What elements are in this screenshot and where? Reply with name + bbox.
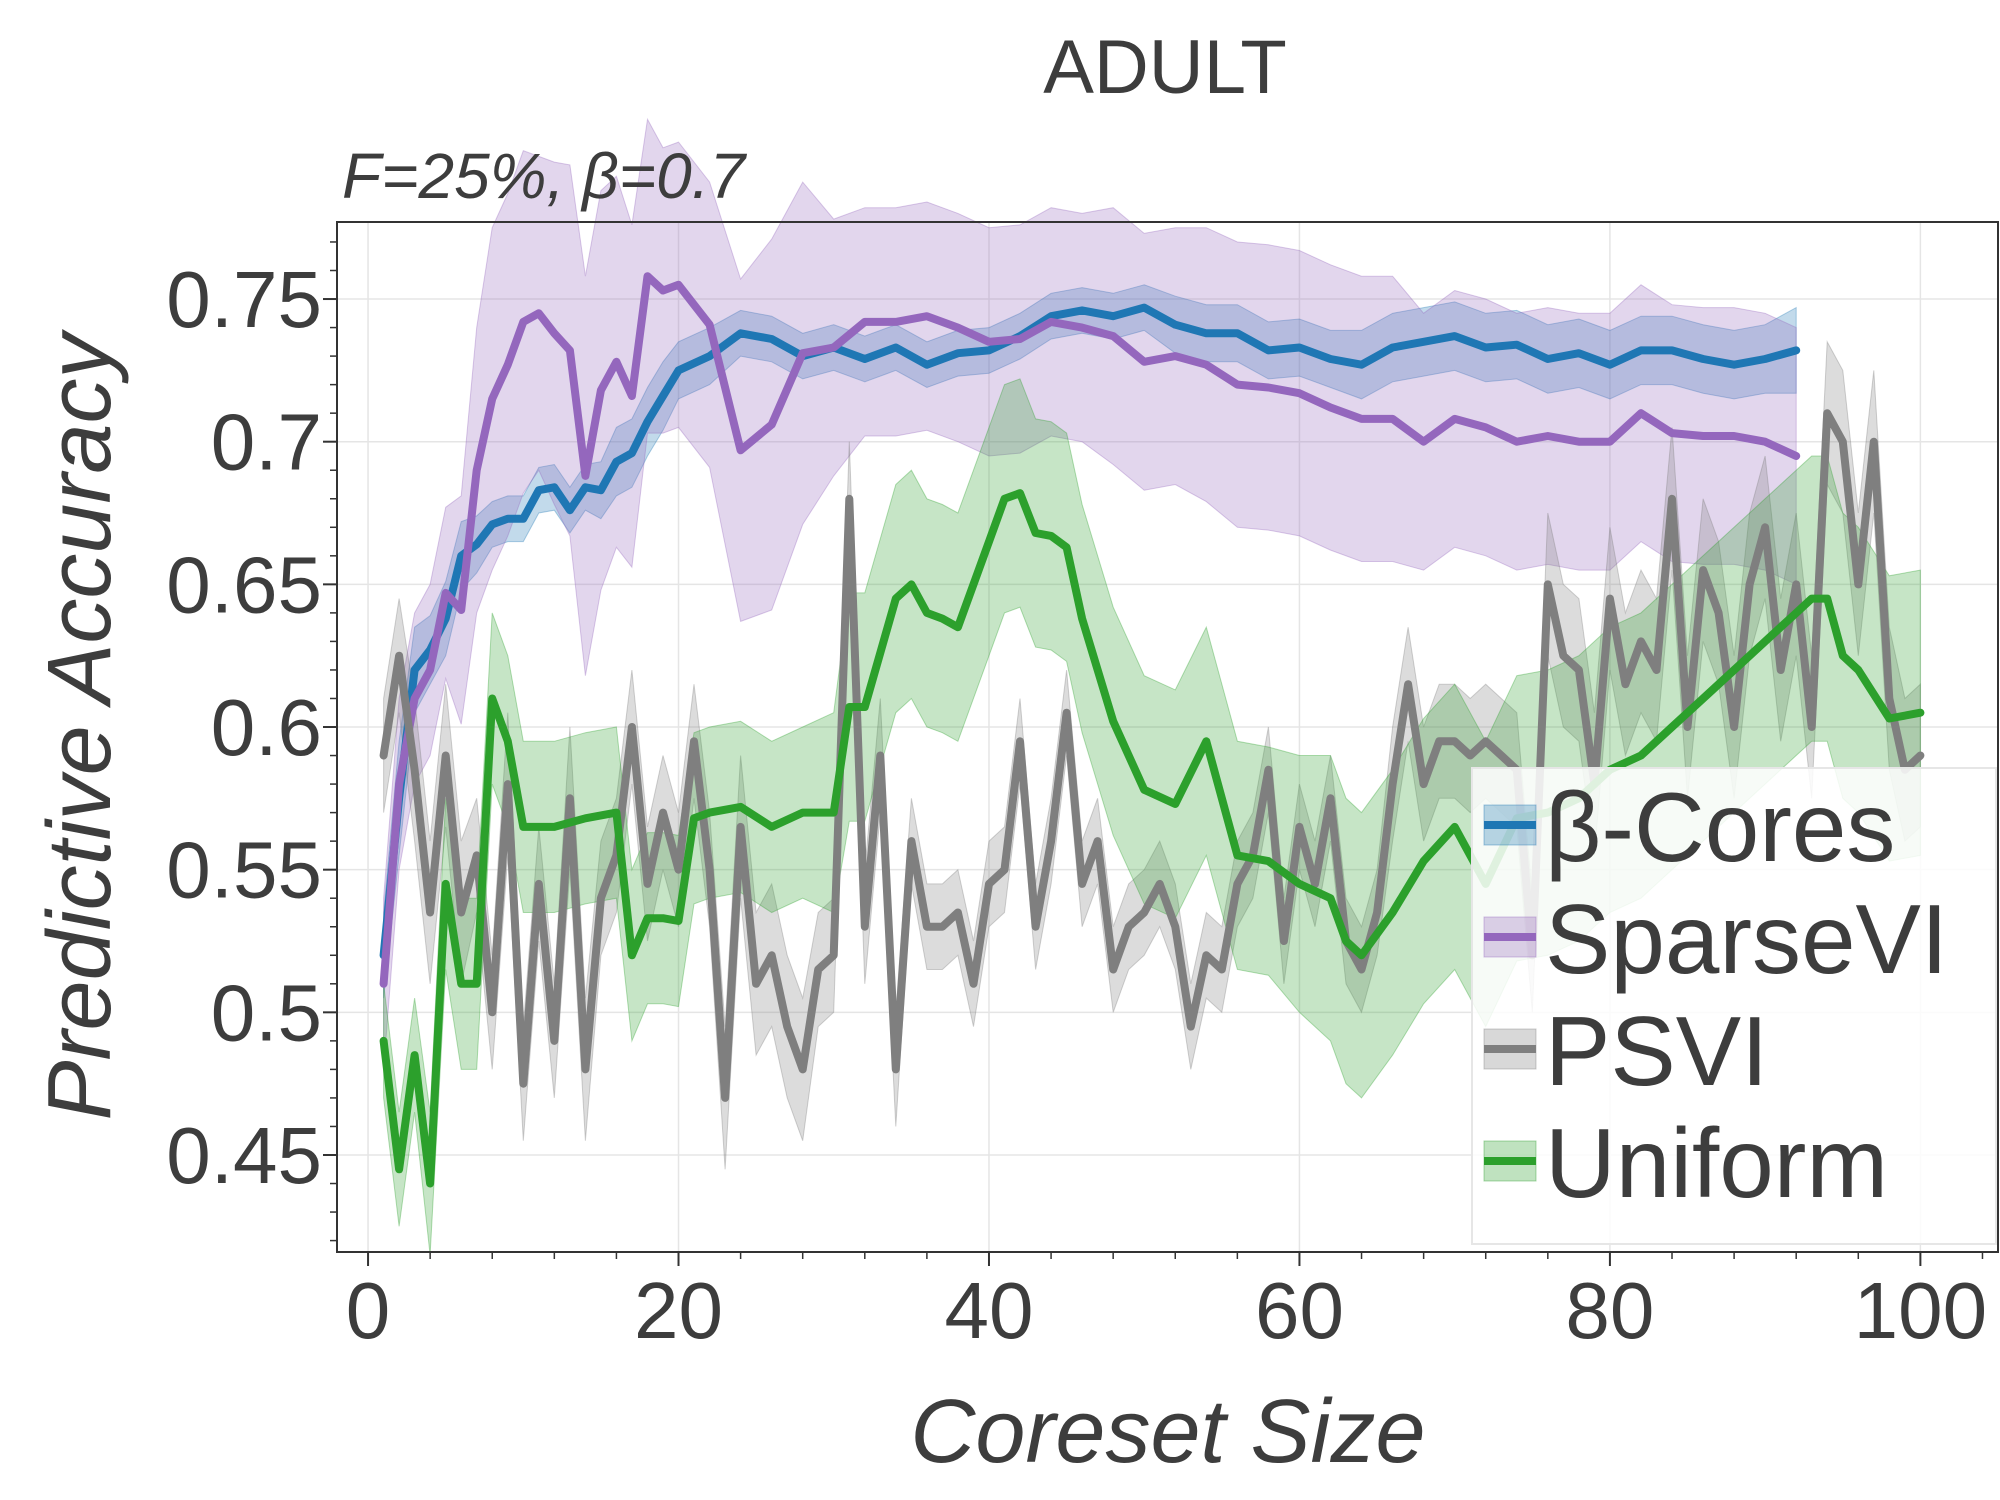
chart-subtitle: F=25%, β=0.7 bbox=[342, 140, 747, 212]
series-lines bbox=[379, 272, 1925, 1188]
x-axis-label: Coreset Size bbox=[910, 1382, 1425, 1482]
y-tick-label: 0.45 bbox=[166, 1111, 322, 1200]
y-tick-label: 0.55 bbox=[166, 826, 322, 915]
series-line-sparsevi bbox=[379, 272, 1801, 988]
legend-label-psvi: PSVI bbox=[1545, 996, 1768, 1106]
y-tick-label: 0.75 bbox=[166, 255, 322, 344]
y-tick-label: 0.65 bbox=[166, 540, 322, 629]
x-tick-label: 0 bbox=[346, 1266, 391, 1355]
x-tick-label: 60 bbox=[1255, 1266, 1344, 1355]
x-tick-label: 100 bbox=[1854, 1266, 1987, 1355]
x-axis-ticks: 0 20 40 60 80 100 bbox=[346, 1252, 1987, 1355]
x-tick-label: 80 bbox=[1565, 1266, 1654, 1355]
x-tick-label: 20 bbox=[634, 1266, 723, 1355]
band-cores bbox=[383, 284, 1797, 999]
x-tick-label: 40 bbox=[944, 1266, 1033, 1355]
y-tick-label: 0.6 bbox=[211, 683, 322, 772]
series-line-uniform bbox=[379, 489, 1925, 1188]
legend-label-uniform: Uniform bbox=[1545, 1108, 1888, 1218]
chart-title: ADULT bbox=[1043, 25, 1287, 110]
series-line-psvi bbox=[379, 409, 1925, 1102]
y-tick-label: 0.5 bbox=[211, 968, 322, 1057]
series-line-cores bbox=[379, 303, 1801, 960]
legend-box bbox=[1471, 767, 1997, 1245]
legend-label-sparsevi: SparseVI bbox=[1545, 884, 1948, 994]
plot-frame bbox=[336, 221, 1999, 1253]
legend-label-cores: β-Cores bbox=[1545, 772, 1895, 882]
y-axis-label: Predictive Accuracy bbox=[30, 329, 130, 1121]
y-tick-label: 0.7 bbox=[211, 398, 322, 487]
y-axis-ticks: 0.45 0.5 0.55 0.6 0.65 0.7 0.75 bbox=[166, 241, 337, 1242]
